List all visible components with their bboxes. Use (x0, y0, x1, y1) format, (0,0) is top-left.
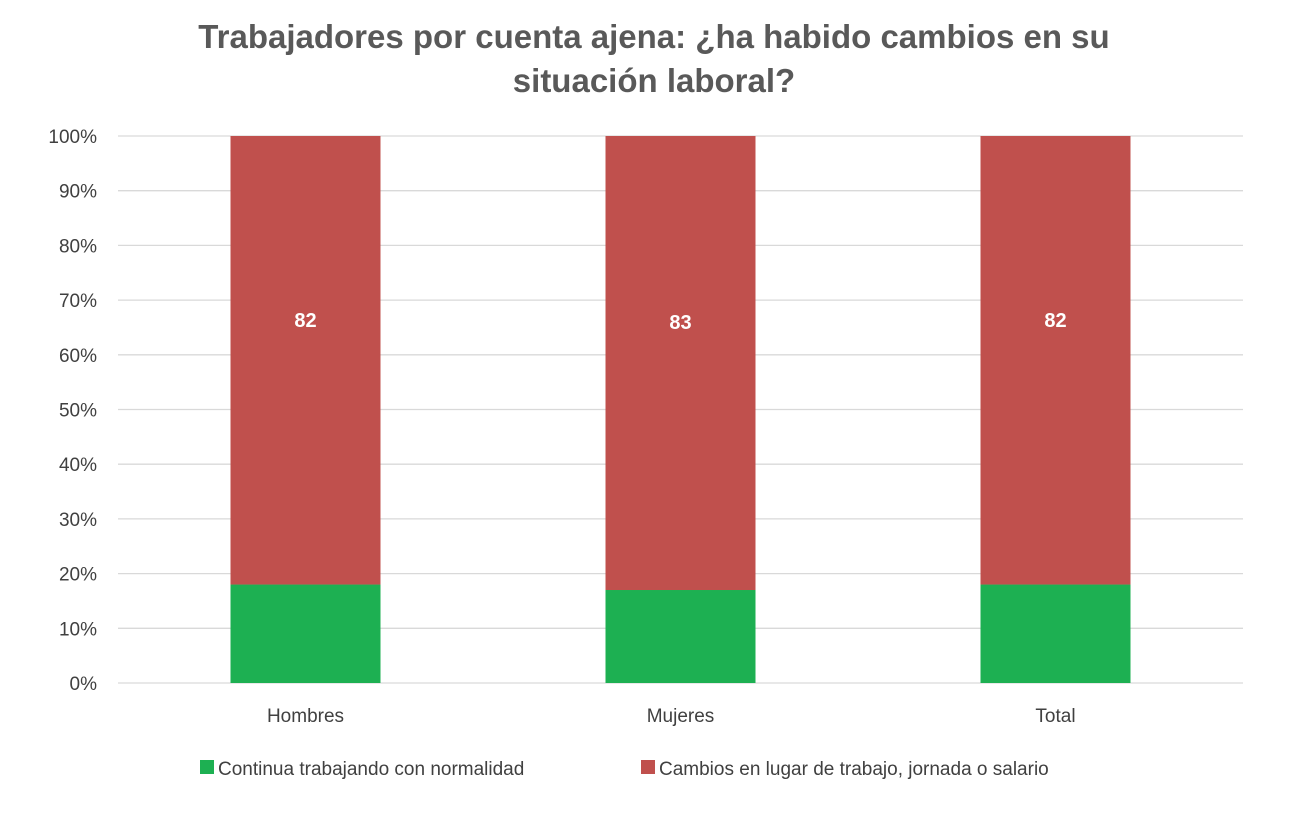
x-category-label: Hombres (267, 706, 344, 727)
y-tick-label: 100% (48, 127, 97, 148)
legend-label: Cambios en lugar de trabajo, jornada o s… (659, 759, 1049, 780)
bar-segment-continua-hombres (230, 584, 381, 683)
y-tick-label: 90% (59, 182, 97, 203)
y-tick-label: 70% (59, 291, 97, 312)
data-label: 82 (1044, 310, 1066, 332)
x-axis-categories: Hombres Mujeres Total (267, 706, 1076, 727)
x-category-label: Total (1035, 706, 1075, 727)
y-tick-label: 0% (70, 674, 98, 695)
bar-segment-continua-mujeres (605, 590, 756, 683)
x-category-label: Mujeres (647, 706, 715, 727)
y-tick-label: 50% (59, 401, 97, 422)
data-label: 83 (669, 312, 691, 334)
chart-title-line-2: situación laboral? (513, 62, 795, 99)
data-labels: 82 83 82 (294, 310, 1066, 334)
bar-segment-cambios-mujeres (605, 136, 756, 591)
chart-title-line-1: Trabajadores por cuenta ajena: ¿ha habid… (198, 18, 1109, 55)
legend-label: Continua trabajando con normalidad (218, 759, 524, 780)
legend-swatch (200, 760, 214, 774)
bar-segment-cambios-hombres (230, 136, 381, 585)
y-tick-label: 20% (59, 565, 97, 586)
y-tick-label: 40% (59, 455, 97, 476)
bar-segment-continua-total (980, 584, 1131, 683)
y-tick-label: 60% (59, 346, 97, 367)
data-label: 82 (294, 310, 316, 332)
y-tick-label: 10% (59, 619, 97, 640)
y-tick-label: 30% (59, 510, 97, 531)
legend: Continua trabajando con normalidad Cambio… (200, 759, 1049, 780)
y-axis-ticks: 0% 10% 20% 30% 40% 50% 60% 70% 80% 90% 100% (48, 127, 97, 695)
legend-swatch (641, 760, 655, 774)
bar-segment-cambios-total (980, 136, 1131, 585)
bars (230, 136, 1131, 683)
y-tick-label: 80% (59, 236, 97, 257)
